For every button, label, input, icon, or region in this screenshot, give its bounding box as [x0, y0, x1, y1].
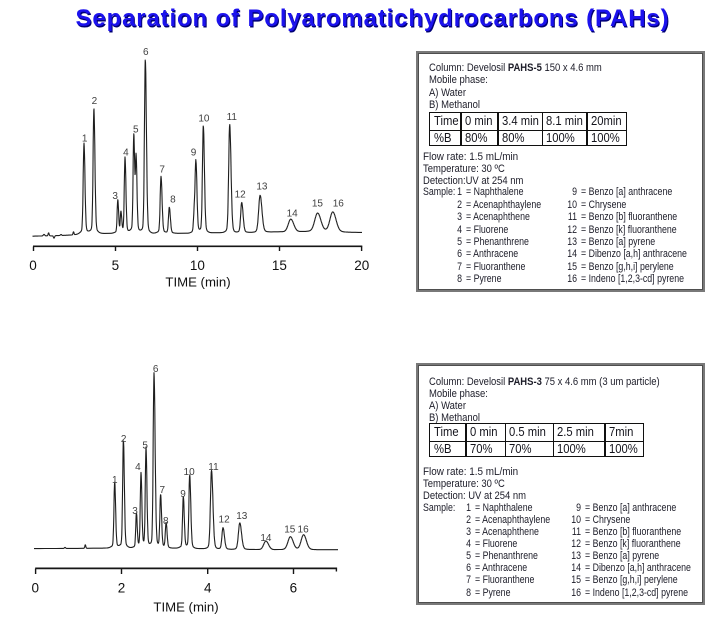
svg-text:1: 1 — [82, 133, 88, 144]
svg-text:11: 11 — [227, 112, 238, 123]
svg-text:16: 16 — [298, 524, 310, 535]
svg-text:8: 8 — [170, 194, 176, 205]
svg-text:7: 7 — [159, 164, 165, 175]
svg-text:2: 2 — [121, 434, 127, 445]
svg-text:12: 12 — [219, 514, 231, 525]
svg-text:TIME (min): TIME (min) — [165, 275, 230, 290]
svg-text:6: 6 — [153, 364, 159, 375]
svg-text:3: 3 — [132, 506, 138, 517]
svg-text:9: 9 — [191, 147, 197, 158]
svg-text:4: 4 — [123, 147, 129, 158]
svg-text:13: 13 — [256, 181, 268, 192]
svg-text:20: 20 — [354, 258, 369, 273]
svg-text:4: 4 — [135, 462, 141, 473]
svg-text:10: 10 — [198, 113, 210, 124]
svg-text:5: 5 — [142, 440, 148, 451]
svg-text:14: 14 — [287, 208, 299, 219]
svg-text:12: 12 — [235, 189, 247, 200]
svg-text:1: 1 — [112, 475, 118, 486]
svg-text:11: 11 — [208, 462, 219, 473]
svg-text:15: 15 — [312, 198, 324, 209]
svg-text:6: 6 — [290, 581, 298, 596]
svg-text:2: 2 — [92, 96, 98, 107]
svg-text:0: 0 — [29, 258, 37, 273]
svg-text:0: 0 — [31, 581, 39, 596]
svg-text:7: 7 — [160, 485, 166, 496]
svg-text:10: 10 — [184, 467, 196, 478]
svg-text:2: 2 — [118, 581, 126, 596]
svg-text:5: 5 — [133, 124, 139, 135]
svg-text:14: 14 — [260, 533, 272, 544]
svg-text:TIME (min): TIME (min) — [153, 600, 218, 615]
svg-text:15: 15 — [272, 258, 287, 273]
svg-text:10: 10 — [190, 258, 205, 273]
svg-text:5: 5 — [112, 258, 120, 273]
svg-text:4: 4 — [204, 581, 212, 596]
svg-text:6: 6 — [143, 47, 149, 58]
svg-text:8: 8 — [163, 516, 169, 527]
svg-text:16: 16 — [333, 198, 345, 209]
svg-text:9: 9 — [180, 489, 186, 500]
svg-text:13: 13 — [236, 511, 248, 522]
svg-text:3: 3 — [112, 191, 118, 202]
svg-text:15: 15 — [284, 524, 296, 535]
